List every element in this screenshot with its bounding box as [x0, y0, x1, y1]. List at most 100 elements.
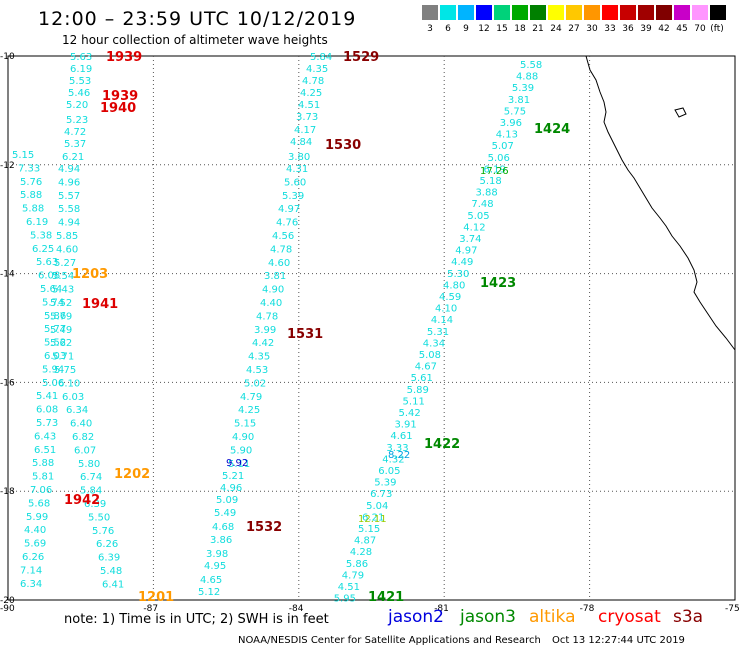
swh-value: 3.81 — [264, 271, 286, 282]
swh-value: 6.10 — [58, 378, 80, 389]
swh-value: 4.95 — [204, 561, 226, 572]
grid-lines — [8, 56, 735, 600]
pass-label: 1941 — [82, 297, 118, 312]
swh-value: 5.12 — [198, 587, 220, 598]
swh-value: 3.73 — [296, 112, 318, 123]
swh-value: 5.49 — [50, 325, 72, 336]
swh-value: 5.15 — [12, 150, 34, 161]
generated-timestamp: Oct 13 12:27:44 UTC 2019 — [552, 635, 685, 646]
swh-value: 5.75 — [54, 365, 76, 376]
pass-label: 1202 — [114, 467, 150, 482]
footer-note: note: 1) Time is in UTC; 2) SWH is in fe… — [64, 612, 329, 627]
swh-value: 4.94 — [58, 164, 80, 175]
swh-value: 5.09 — [216, 495, 238, 506]
swh-value: 6.21 — [62, 152, 84, 163]
legend-label: 70 — [694, 24, 706, 34]
legend-label: (ft) — [710, 24, 724, 34]
swh-value: 5.95 — [334, 594, 356, 605]
swh-value: 7.06 — [30, 485, 52, 496]
legend-swatch — [602, 5, 618, 20]
y-axis-ticks: -10 -12 -14 -16 -18 -20 — [0, 52, 15, 606]
swh-value: 4.65 — [200, 575, 222, 586]
swh-value: 5.79 — [50, 311, 72, 322]
swh-value: 5.30 — [447, 269, 469, 280]
swh-value: 4.96 — [58, 177, 80, 188]
x-tick-label: -78 — [580, 604, 595, 614]
swh-value: 6.03 — [44, 351, 66, 362]
swh-value: 4.87 — [354, 536, 376, 547]
swh-value: 4.79 — [240, 392, 262, 403]
swh-value: 5.64 — [40, 284, 62, 295]
legend-label: 45 — [676, 24, 688, 34]
swh-value: 5.99 — [26, 512, 48, 523]
swh-value: 4.97 — [455, 246, 477, 257]
credit-line: NOAA/NESDIS Center for Satellite Applica… — [238, 635, 541, 646]
swh-value: 4.61 — [390, 431, 412, 442]
swh-value: 4.78 — [256, 311, 278, 322]
pass-label: 1203 — [72, 267, 108, 282]
legend-label: 33 — [604, 24, 616, 34]
swh-value: 5.52 — [44, 338, 66, 349]
swh-value: 4.49 — [451, 257, 473, 268]
swh-value: 5.89 — [407, 385, 429, 396]
legend-label: 36 — [622, 24, 634, 34]
swh-value: 5.38 — [30, 230, 52, 241]
y-tick-label: -16 — [0, 378, 15, 388]
swh-value: 6.08 — [36, 405, 58, 416]
legend-label: 30 — [586, 24, 598, 34]
legend-swatch — [548, 5, 564, 20]
swh-value: 5.42 — [399, 408, 421, 419]
swh-value-high: 12.11 — [358, 514, 387, 525]
swh-value: 5.75 — [504, 106, 526, 117]
swh-value-high: 9.92 — [226, 458, 248, 469]
swh-value: 3.96 — [500, 118, 522, 129]
swh-value: 5.84 — [80, 486, 102, 497]
island — [674, 107, 687, 118]
swh-value: 5.39 — [282, 191, 304, 202]
pass-time-labels: 1939193919401941194212031202120115291530… — [64, 50, 570, 605]
swh-value: 5.74 — [42, 297, 64, 308]
swh-value: 6.08 — [38, 271, 60, 282]
legend-swatch — [656, 5, 672, 20]
swh-value: 5.31 — [427, 327, 449, 338]
legend-label: 6 — [445, 24, 451, 34]
swh-value: 6.43 — [34, 431, 56, 442]
swh-value: 6.05 — [378, 466, 400, 477]
swh-value: 5.90 — [230, 445, 252, 456]
legend-jason3: jason3 — [460, 607, 516, 627]
pass-label: 1422 — [424, 437, 460, 452]
swh-value: 5.88 — [20, 190, 42, 201]
swh-value: 5.50 — [88, 512, 110, 523]
legend-label: 18 — [514, 24, 526, 34]
swh-value: 6.21 — [362, 512, 384, 523]
swh-value: 5.68 — [28, 498, 50, 509]
swh-value: 3.86 — [210, 535, 232, 546]
x-axis-ticks: -90 -87 -84 -81 -78 -75 — [0, 604, 740, 614]
swh-value: 4.35 — [248, 352, 270, 363]
legend-swatch — [620, 5, 636, 20]
swh-value: 3.98 — [206, 549, 228, 560]
swh-value: 6.34 — [20, 579, 42, 590]
swh-value: 5.60 — [284, 177, 306, 188]
legend-swatch — [530, 5, 546, 20]
swh-value-high: 17.26 — [480, 166, 509, 177]
swh-value: 5.86 — [346, 559, 368, 570]
legend-swatch — [638, 5, 654, 20]
swh-value: 3.99 — [254, 325, 276, 336]
swh-value: 4.76 — [276, 218, 298, 229]
swh-value: 7.48 — [471, 199, 493, 210]
swh-value: 5.52 — [50, 298, 72, 309]
pass-label: 1421 — [368, 590, 404, 605]
map-frame — [7, 55, 736, 601]
swh-value: 5.54 — [52, 271, 74, 282]
pass-label: 1529 — [343, 50, 379, 65]
swh-value: 4.34 — [423, 338, 445, 349]
x-tick-label: -75 — [725, 604, 740, 614]
swh-value: 4.42 — [252, 338, 274, 349]
legend-swatch — [710, 5, 726, 20]
swh-value: 6.19 — [26, 217, 48, 228]
chart-title: 12:00 – 23:59 UTC 10/12/2019 — [38, 8, 357, 30]
swh-values: 5.636.195.535.465.205.234.725.376.215.15… — [12, 52, 542, 605]
swh-value: 6.26 — [96, 539, 118, 550]
